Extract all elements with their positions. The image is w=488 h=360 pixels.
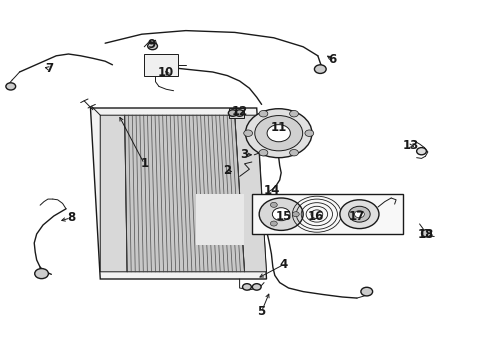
- Circle shape: [305, 130, 313, 136]
- Circle shape: [242, 284, 251, 290]
- Text: 3: 3: [240, 148, 248, 161]
- Polygon shape: [90, 108, 266, 279]
- Polygon shape: [100, 115, 127, 272]
- Circle shape: [254, 116, 302, 151]
- Circle shape: [35, 269, 48, 279]
- Circle shape: [252, 284, 261, 290]
- Text: 15: 15: [275, 210, 291, 222]
- Circle shape: [258, 147, 269, 156]
- Circle shape: [270, 221, 277, 226]
- Circle shape: [289, 149, 298, 156]
- Circle shape: [270, 202, 277, 207]
- Circle shape: [339, 200, 378, 229]
- Circle shape: [259, 198, 303, 230]
- Text: 18: 18: [416, 228, 433, 240]
- Circle shape: [266, 125, 290, 142]
- Circle shape: [348, 206, 369, 222]
- Text: 12: 12: [231, 105, 247, 118]
- Circle shape: [292, 212, 299, 217]
- Text: 10: 10: [158, 66, 174, 78]
- Circle shape: [360, 287, 372, 296]
- Polygon shape: [234, 115, 266, 272]
- Text: 9: 9: [147, 39, 155, 51]
- Circle shape: [421, 230, 430, 237]
- Polygon shape: [228, 108, 243, 118]
- FancyBboxPatch shape: [144, 54, 178, 76]
- Circle shape: [259, 111, 267, 117]
- Circle shape: [259, 149, 267, 156]
- Circle shape: [314, 65, 325, 73]
- Circle shape: [228, 110, 237, 116]
- Polygon shape: [124, 115, 244, 272]
- Circle shape: [6, 83, 16, 90]
- Circle shape: [267, 195, 277, 203]
- Circle shape: [245, 109, 311, 158]
- Bar: [251, 194, 403, 234]
- Text: 14: 14: [263, 184, 279, 197]
- Circle shape: [235, 110, 244, 116]
- Text: 1: 1: [140, 157, 148, 170]
- Circle shape: [243, 130, 252, 136]
- Text: 13: 13: [402, 139, 418, 152]
- Text: 2: 2: [223, 165, 231, 177]
- Circle shape: [289, 111, 298, 117]
- Text: 8: 8: [67, 211, 75, 224]
- Text: 16: 16: [306, 210, 323, 222]
- Bar: [195, 194, 244, 245]
- Text: 5: 5: [257, 305, 265, 318]
- Circle shape: [416, 148, 426, 155]
- Text: 17: 17: [348, 210, 365, 222]
- Circle shape: [354, 211, 364, 218]
- Circle shape: [272, 208, 289, 221]
- Text: 4: 4: [279, 258, 287, 271]
- Text: 11: 11: [270, 121, 286, 134]
- Circle shape: [147, 42, 157, 50]
- Text: 6: 6: [328, 53, 336, 66]
- Text: 7: 7: [45, 62, 53, 75]
